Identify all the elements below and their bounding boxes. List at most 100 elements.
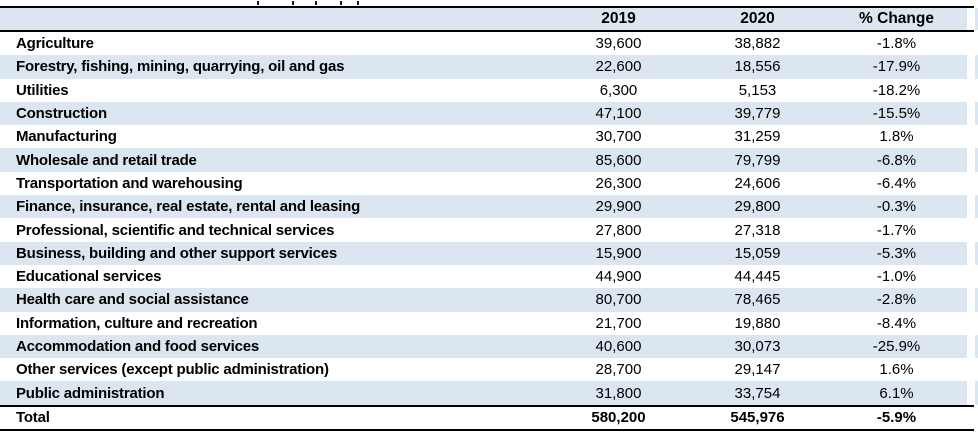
value-2020: 15,059 [734, 244, 781, 262]
row-band-edge [975, 148, 978, 172]
table-row: Transportation and warehousing 26,300 24… [0, 171, 978, 196]
value-pct-change: -1.0% [876, 268, 917, 286]
table-row: Finance, insurance, real estate, rental … [0, 195, 978, 219]
clipped-glyph-mark [340, 1, 342, 5]
table-bottom-border [0, 428, 974, 431]
value-2019: 31,800 [595, 384, 642, 402]
row-band-edge [975, 195, 978, 219]
industry-label: Professional, scientific and technical s… [16, 221, 335, 239]
header-2019: 2019 [601, 10, 636, 27]
row-band-edge [975, 101, 978, 126]
header-band [0, 8, 967, 30]
value-2019: 44,900 [595, 268, 642, 286]
clipped-glyph-mark [257, 1, 259, 5]
value-2020: 39,779 [734, 105, 781, 123]
value-2019: 27,800 [595, 221, 642, 239]
clipped-glyph-mark [292, 1, 294, 5]
row-band [0, 148, 967, 172]
value-2019: 15,900 [595, 244, 642, 262]
row-band-edge [975, 55, 978, 79]
row-band [0, 288, 967, 312]
table-row: Health care and social assistance 80,700… [0, 288, 978, 312]
header-2020: 2020 [740, 10, 775, 27]
table-row: Information, culture and recreation 21,7… [0, 311, 978, 335]
header-pct-change: % Change [859, 10, 934, 27]
row-band [0, 334, 967, 359]
value-pct-change: -6.8% [876, 151, 917, 169]
value-2020: 44,445 [734, 268, 781, 286]
value-2019: 85,600 [595, 151, 642, 169]
industry-label: Other services (except public administra… [16, 361, 329, 379]
clipped-glyph-mark [357, 1, 359, 5]
row-band-edge [975, 241, 978, 265]
row-band [0, 241, 967, 265]
table-row: Wholesale and retail trade 85,600 79,799… [0, 148, 978, 172]
value-pct-change: -5.3% [876, 244, 917, 262]
value-pct-change: -18.2% [872, 81, 921, 99]
row-band-edge [975, 381, 978, 405]
total-top-border [0, 404, 974, 407]
value-2020: 33,754 [734, 384, 781, 402]
value-2020: 31,259 [734, 128, 781, 146]
value-2020: 78,465 [734, 291, 781, 309]
table-row: Educational services 44,900 44,445 -1.0% [0, 264, 978, 289]
value-2019: 47,100 [595, 105, 642, 123]
value-2019: 6,300 [599, 81, 638, 99]
value-2020: 27,318 [734, 221, 781, 239]
value-2020: 38,882 [734, 35, 781, 53]
industry-label: Public administration [16, 384, 165, 402]
value-2019: 80,700 [595, 291, 642, 309]
row-band [0, 195, 967, 219]
industry-label: Health care and social assistance [16, 291, 249, 309]
industry-label: Manufacturing [16, 128, 117, 146]
industry-label: Accommodation and food services [16, 338, 260, 355]
table-row: Accommodation and food services 40,600 3… [0, 334, 978, 359]
value-2020: 19,880 [734, 314, 781, 332]
table-body: Agriculture 39,600 38,882 -1.8% Forestry… [0, 32, 978, 405]
value-2020: 5,153 [738, 81, 777, 99]
row-band-edge [975, 288, 978, 312]
table-row: Professional, scientific and technical s… [0, 218, 978, 242]
value-pct-change: -17.9% [872, 58, 921, 76]
row-band [0, 101, 967, 126]
value-pct-change: -2.8% [876, 291, 917, 309]
value-pct-change: 6.1% [879, 384, 914, 402]
value-2020: 30,073 [734, 338, 781, 355]
value-2019: 30,700 [595, 128, 642, 146]
value-2020: 24,606 [734, 174, 781, 192]
value-pct-change: -25.9% [872, 338, 921, 355]
industry-label: Forestry, fishing, mining, quarrying, oi… [16, 58, 345, 76]
value-pct-change: -6.4% [876, 174, 917, 192]
header-bottom-border [0, 30, 974, 32]
value-pct-change: -8.4% [876, 314, 917, 332]
table-row: Construction 47,100 39,779 -15.5% [0, 101, 978, 126]
value-2020: 18,556 [734, 58, 781, 76]
table-row: Public administration 31,800 33,754 6.1% [0, 381, 978, 405]
table-header-row: 2019 2020 % Change [0, 8, 978, 30]
value-2020: 29,800 [734, 198, 781, 216]
industry-label: Wholesale and retail trade [16, 151, 197, 169]
value-pct-change: -1.8% [876, 35, 917, 53]
value-pct-change: 1.8% [879, 128, 914, 146]
industry-label: Information, culture and recreation [16, 314, 258, 332]
value-2019: 39,600 [595, 35, 642, 53]
industry-label: Business, building and other support ser… [16, 244, 338, 262]
table-row: Forestry, fishing, mining, quarrying, oi… [0, 55, 978, 79]
value-pct-change: 1.6% [879, 361, 914, 379]
value-2019: 28,700 [595, 361, 642, 379]
row-band [0, 381, 967, 405]
industry-label: Transportation and warehousing [16, 174, 243, 192]
industry-label: Finance, insurance, real estate, rental … [16, 198, 361, 216]
clipped-glyph-mark [315, 1, 317, 5]
table-row: Manufacturing 30,700 31,259 1.8% [0, 125, 978, 149]
total-2019-value: 580,200 [591, 409, 646, 427]
industry-label: Educational services [16, 268, 162, 286]
value-2020: 79,799 [734, 151, 781, 169]
value-2019: 22,600 [595, 58, 642, 76]
industry-label: Utilities [16, 81, 69, 99]
value-pct-change: -15.5% [872, 105, 921, 123]
total-2020-value: 545,976 [730, 409, 785, 427]
table-row: Utilities 6,300 5,153 -18.2% [0, 78, 978, 102]
row-band-edge [975, 334, 978, 359]
